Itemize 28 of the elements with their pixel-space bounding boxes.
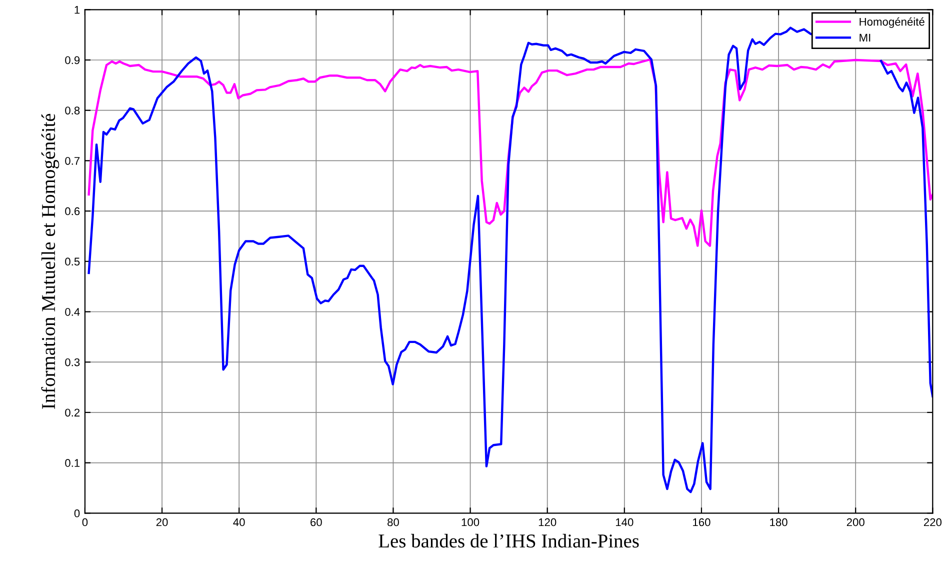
y-tick-label: 0.1: [65, 459, 80, 467]
x-tick-label: 0: [82, 518, 88, 526]
x-tick-label: 100: [462, 518, 480, 526]
y-tick-label: 0.2: [65, 408, 80, 417]
x-tick-label: 20: [156, 518, 168, 526]
y-tick-label: 0: [74, 509, 80, 518]
y-tick-label: 0.4: [65, 308, 80, 316]
x-tick-label: 140: [616, 518, 634, 526]
legend-label: Homogénéité: [860, 17, 924, 28]
x-tick-label: 160: [693, 518, 710, 526]
x-tick-label: 180: [770, 518, 788, 526]
y-tick-label: 1: [74, 6, 80, 14]
y-tick-label: 0.8: [65, 106, 80, 114]
x-tick-label: 220: [924, 518, 942, 526]
line-series: [88, 58, 933, 247]
y-tick-label: 0.7: [65, 156, 80, 165]
y-tick-label: 0.9: [65, 56, 80, 64]
y-tick-label: 0.3: [65, 358, 80, 366]
x-axis-title: Les bandes de l’IHS Indian-Pines: [378, 534, 639, 548]
y-axis-title: Information Mutuelle et Homogénéité: [41, 114, 60, 409]
y-tick-label: 0.5: [65, 258, 80, 266]
x-tick-label: 120: [538, 518, 556, 526]
y-tick-label: 0.6: [65, 207, 80, 216]
x-tick-label: 60: [310, 518, 322, 526]
legend-label: MI: [860, 34, 870, 42]
x-tick-label: 200: [846, 518, 864, 526]
x-tick-label: 40: [233, 518, 245, 526]
x-tick-label: 80: [388, 518, 399, 526]
